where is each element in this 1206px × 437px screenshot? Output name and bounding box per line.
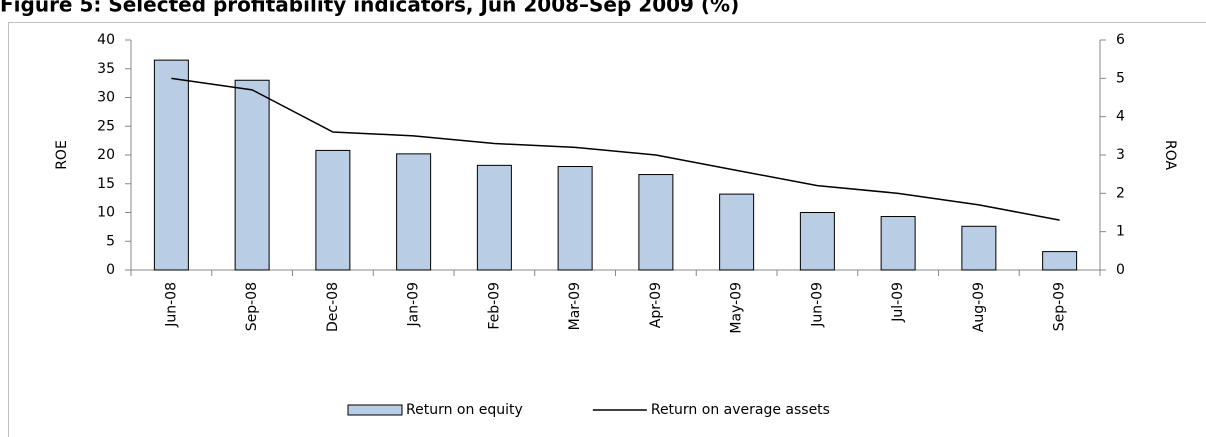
y-tick-label: 5 xyxy=(106,233,115,249)
bar xyxy=(880,216,916,271)
legend-label: Return on equity xyxy=(406,402,523,418)
y-tick-label: 35 xyxy=(97,61,115,77)
bar xyxy=(234,79,270,271)
chart-frame xyxy=(8,22,1206,437)
bar xyxy=(1042,251,1078,271)
y-tick-label: 20 xyxy=(97,147,115,163)
y2-tick-label: 6 xyxy=(1116,32,1125,48)
y-tick-label: 40 xyxy=(97,32,115,48)
y-tick-label: 0 xyxy=(106,262,115,278)
x-tick-label: Sep-09 xyxy=(1052,282,1068,331)
line xyxy=(171,77,1060,221)
y2-tick-label: 0 xyxy=(1116,262,1125,278)
y2-tick-label: 5 xyxy=(1116,70,1125,86)
x-tick-label: Dec-08 xyxy=(325,282,341,332)
x-tick-label: Jan-09 xyxy=(406,282,422,327)
x-tick-label: Aug-09 xyxy=(971,282,987,332)
bar xyxy=(557,166,593,271)
y2-axis-label: ROA xyxy=(1162,140,1178,171)
bar xyxy=(476,164,512,271)
x-tick-label: Apr-09 xyxy=(648,282,664,328)
y2-tick-label: 3 xyxy=(1116,147,1125,163)
x-tick-label: Mar-09 xyxy=(567,282,583,330)
y-tick-label: 15 xyxy=(97,176,115,192)
bar xyxy=(961,225,997,271)
legend-swatch xyxy=(347,404,403,416)
y2-tick-label: 1 xyxy=(1116,224,1125,240)
chart-title: Figure 5: Selected profitability indicat… xyxy=(0,0,739,17)
bar xyxy=(153,59,189,271)
x-tick-label: May-09 xyxy=(729,282,745,334)
x-tick-label: Jul-09 xyxy=(890,282,906,323)
bar xyxy=(638,174,674,271)
y-axis-label: ROE xyxy=(54,140,70,170)
bar xyxy=(799,212,835,271)
y2-tick-label: 2 xyxy=(1116,185,1125,201)
y-tick-label: 25 xyxy=(97,118,115,134)
legend-label: Return on average assets xyxy=(651,402,830,418)
x-tick-label: Feb-09 xyxy=(486,282,502,330)
y2-tick-label: 4 xyxy=(1116,109,1125,125)
bar xyxy=(719,193,755,271)
bar xyxy=(396,153,432,271)
y-tick-label: 10 xyxy=(97,205,115,221)
x-tick-label: Sep-08 xyxy=(244,282,260,331)
bar xyxy=(315,149,351,271)
x-tick-label: Jun-08 xyxy=(163,282,179,328)
x-tick-label: Jun-09 xyxy=(809,282,825,328)
y-tick-label: 30 xyxy=(97,90,115,106)
